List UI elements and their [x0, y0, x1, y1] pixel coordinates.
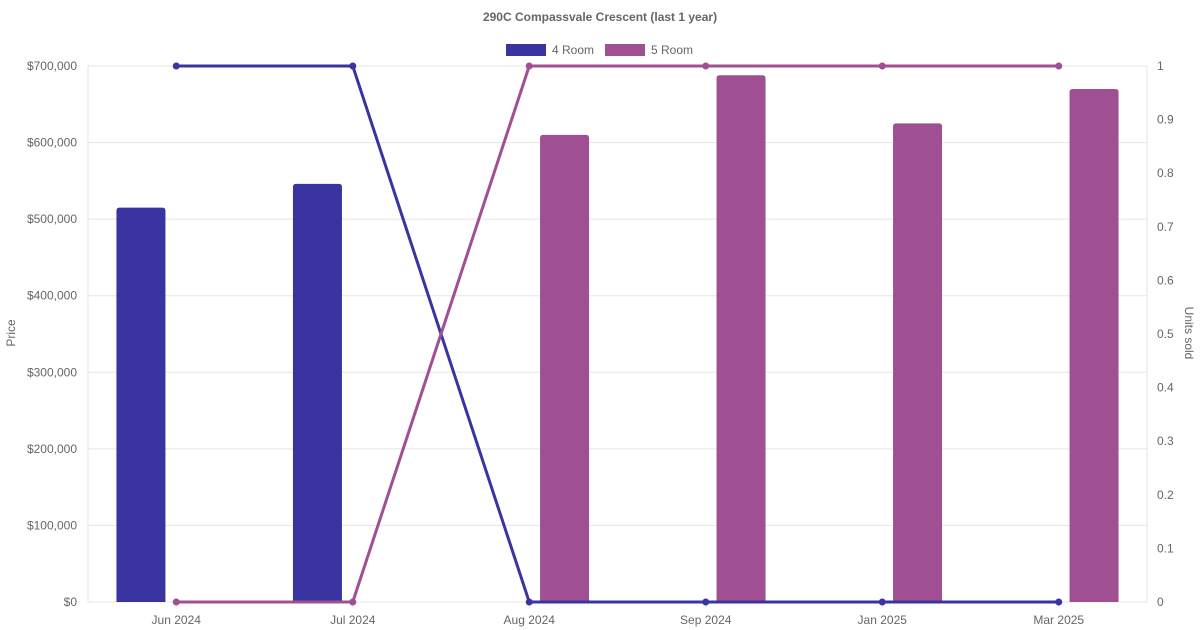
x-tick-label: Jun 2024	[152, 613, 202, 627]
legend-label-5-room: 5 Room	[651, 43, 693, 57]
y-tick-label: $300,000	[27, 365, 77, 379]
bar-4-room	[116, 207, 166, 602]
legend-swatch-4-room	[506, 44, 546, 56]
y2-tick-label: 0.4	[1157, 381, 1174, 395]
point-4-room	[878, 598, 886, 606]
x-tick-label: Sep 2024	[680, 613, 732, 627]
x-axis-ticks: Jun 2024 Jul 2024 Aug 2024 Sep 2024 Jan 2025…	[152, 613, 1085, 627]
units-sold-lines	[172, 62, 1063, 606]
y2-tick-label: 0.3	[1157, 434, 1174, 448]
point-4-room	[1055, 598, 1063, 606]
legend-item-5-room[interactable]: 5 Room	[605, 43, 693, 57]
point-4-room	[172, 62, 180, 70]
y2-tick-label: 0.7	[1157, 220, 1174, 234]
point-5-room	[349, 598, 357, 606]
y2-tick-label: 0.6	[1157, 273, 1174, 287]
legend: 4 Room 5 Room	[506, 43, 693, 57]
y-tick-label: $600,000	[27, 136, 77, 150]
y2-tick-label: 0.5	[1157, 327, 1174, 341]
y-tick-label: $200,000	[27, 442, 77, 456]
bar-5-room	[716, 75, 766, 602]
y2-tick-label: 0	[1157, 595, 1164, 609]
point-5-room	[1055, 62, 1063, 70]
y-tick-label: $100,000	[27, 518, 77, 532]
bar-5-room	[540, 134, 590, 602]
bar-5-room	[1069, 88, 1119, 602]
y-tick-label: $500,000	[27, 212, 77, 226]
y-axis-label: Price	[4, 319, 18, 347]
point-5-room	[702, 62, 710, 70]
chart-title: 290C Compassvale Crescent (last 1 year)	[483, 10, 717, 24]
bar-4-room	[292, 183, 342, 603]
y2-axis-label: Units sold	[1182, 307, 1196, 360]
y2-tick-label: 1	[1157, 59, 1164, 73]
y-tick-label: $700,000	[27, 59, 77, 73]
x-tick-label: Aug 2024	[504, 613, 556, 627]
legend-item-4-room[interactable]: 4 Room	[506, 43, 594, 57]
point-4-room	[702, 598, 710, 606]
y2-tick-label: 0.1	[1157, 541, 1174, 555]
legend-swatch-5-room	[605, 44, 645, 56]
price-bars	[116, 75, 1119, 603]
y2-tick-label: 0.2	[1157, 488, 1174, 502]
x-tick-label: Jul 2024	[330, 613, 376, 627]
y-axis-ticks: $0 $100,000 $200,000 $300,000 $400,000 $500,0…	[27, 59, 77, 609]
line-4-room	[176, 64, 1059, 604]
y2-axis-ticks: 0 0.1 0.2 0.3 0.4 0.5 0.6 0.7 0.8 0.9 1	[1157, 59, 1174, 609]
grid	[87, 65, 1148, 608]
point-4-room	[525, 598, 533, 606]
point-4-room	[349, 62, 357, 70]
point-5-room	[878, 62, 886, 70]
x-tick-label: Jan 2025	[858, 613, 908, 627]
line-5-room	[176, 64, 1059, 604]
y-tick-label: $400,000	[27, 289, 77, 303]
legend-label-4-room: 4 Room	[552, 43, 594, 57]
point-5-room	[525, 62, 533, 70]
y2-tick-label: 0.9	[1157, 113, 1174, 127]
bar-5-room	[893, 123, 943, 602]
y2-tick-label: 0.8	[1157, 166, 1174, 180]
y-tick-label: $0	[64, 595, 78, 609]
x-tick-label: Mar 2025	[1033, 613, 1084, 627]
point-5-room	[172, 598, 180, 606]
